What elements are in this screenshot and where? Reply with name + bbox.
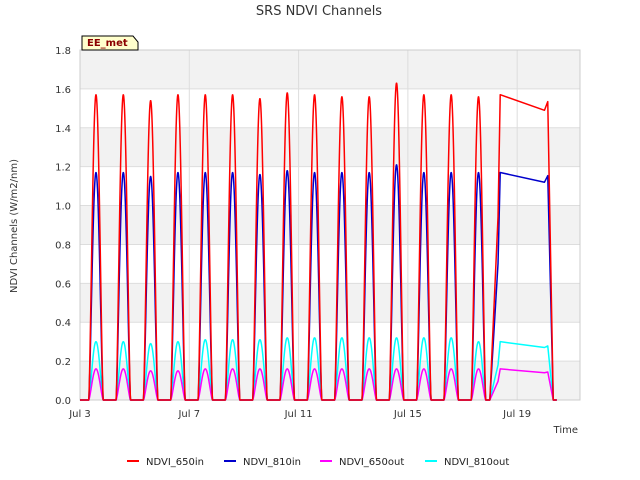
band <box>80 127 580 167</box>
y-tick-label: 1.0 <box>55 202 71 213</box>
legend-item: NDVI_810in <box>224 457 301 468</box>
station-badge: EE_met <box>81 35 139 51</box>
x-tick-label: Jul 19 <box>502 409 531 420</box>
legend-label: NDVI_650out <box>339 457 404 468</box>
y-tick-label: 0.4 <box>55 318 71 329</box>
chart-title: SRS NDVI Channels <box>256 4 382 19</box>
y-tick-label: 0.6 <box>55 279 71 290</box>
legend: NDVI_650in NDVI_810in NDVI_650out NDVI_810o… <box>127 457 509 468</box>
x-tick-labels: Jul 3 Jul 7 Jul 11 Jul 15 Jul 19 <box>68 409 531 420</box>
station-badge-text: EE_met <box>87 38 128 49</box>
y-tick-label: 1.4 <box>55 124 71 135</box>
band <box>80 50 580 89</box>
legend-item: NDVI_650in <box>127 457 204 468</box>
y-tick-label: 1.2 <box>55 163 71 174</box>
x-tick-label: Jul 15 <box>393 409 422 420</box>
y-tick-label: 0.2 <box>55 357 71 368</box>
y-tick-label: 0.0 <box>55 396 71 407</box>
legend-label: NDVI_810in <box>243 457 301 468</box>
y-tick-labels: 0.0 0.2 0.4 0.6 0.8 1.0 1.2 1.4 1.6 1.8 <box>55 46 71 407</box>
legend-label: NDVI_650in <box>146 457 204 468</box>
x-tick-label: Jul 7 <box>177 409 200 420</box>
series-line-ndvi-650in <box>79 82 557 401</box>
series-line-ndvi-650out <box>79 368 557 401</box>
series-line-ndvi-810in <box>79 164 557 401</box>
legend-item: NDVI_810out <box>425 457 509 468</box>
legend-label: NDVI_810out <box>444 457 509 468</box>
legend-item: NDVI_650out <box>320 457 404 468</box>
series-layer <box>79 82 557 401</box>
y-tick-label: 1.8 <box>55 46 71 57</box>
x-axis-label: Time <box>553 425 578 436</box>
series-line-ndvi-810out <box>79 337 557 401</box>
y-tick-label: 0.8 <box>55 240 71 251</box>
x-tick-label: Jul 11 <box>284 409 313 420</box>
y-tick-label: 1.6 <box>55 85 71 96</box>
x-tick-label: Jul 3 <box>68 409 91 420</box>
y-axis-label: NDVI Channels (W/m2/nm) <box>9 159 20 293</box>
